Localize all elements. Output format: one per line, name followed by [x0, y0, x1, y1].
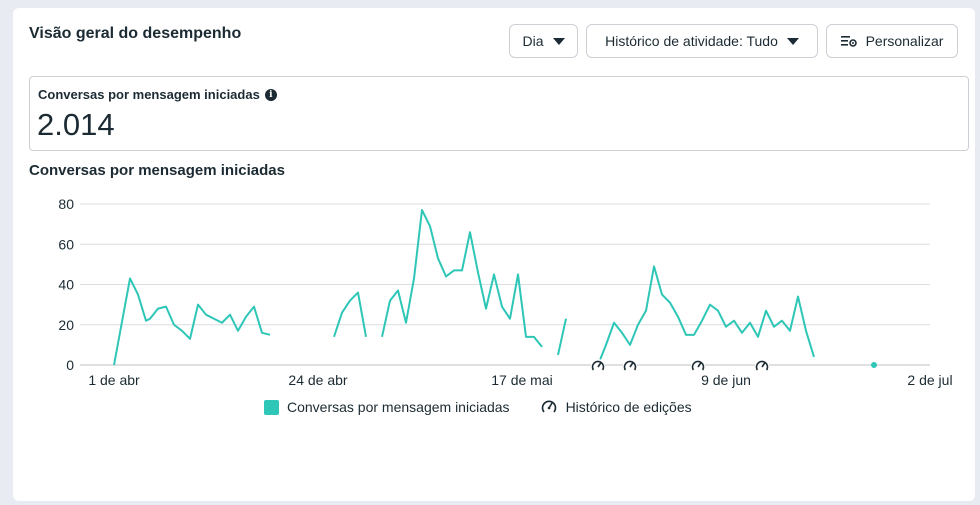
customize-label: Personalizar — [865, 33, 944, 49]
activity-history-dropdown[interactable]: Histórico de atividade: Tudo — [586, 24, 818, 58]
y-tick-label: 40 — [58, 277, 74, 293]
caret-down-icon — [786, 37, 799, 45]
performance-card — [13, 8, 975, 501]
customize-icon — [840, 36, 857, 47]
edit-history-marker[interactable] — [691, 359, 705, 373]
y-tick-label: 20 — [58, 317, 74, 333]
chart-legend: Conversas por mensagem iniciadas Históri… — [264, 398, 692, 416]
y-tick-label: 80 — [58, 196, 74, 212]
page-title: Visão geral do desempenho — [29, 25, 242, 42]
series-line-segment — [113, 277, 271, 366]
legend-item-series[interactable]: Conversas por mensagem iniciadas — [264, 399, 510, 415]
day-dropdown[interactable]: Dia — [509, 24, 578, 58]
x-tick-label: 17 de mai — [491, 372, 552, 388]
day-dropdown-label: Dia — [522, 33, 544, 49]
metric-label-row: Conversas por mensagem iniciadas i — [38, 87, 277, 102]
y-tick-label: 60 — [58, 236, 74, 252]
metric-value: 2.014 — [37, 107, 115, 142]
series-line-segment — [333, 291, 367, 338]
customize-button[interactable]: Personalizar — [826, 24, 958, 58]
series-swatch — [264, 399, 279, 415]
edit-history-icon — [541, 400, 556, 413]
y-tick-label: 0 — [66, 357, 74, 373]
activity-history-label: Histórico de atividade: Tudo — [605, 33, 778, 49]
legend-item-edits[interactable]: Histórico de edições — [540, 398, 692, 416]
edit-history-marker[interactable] — [623, 359, 637, 373]
edit-history-marker[interactable] — [755, 359, 769, 373]
edit-history-marker[interactable] — [591, 359, 605, 373]
series-line-segment — [557, 318, 567, 356]
caret-down-icon — [552, 37, 565, 45]
chart-title: Conversas por mensagem iniciadas — [29, 162, 285, 179]
series-line-segment — [597, 265, 815, 366]
info-icon[interactable]: i — [264, 88, 277, 101]
x-tick-label: 1 de abr — [88, 372, 140, 388]
legend-edits-label: Histórico de edições — [565, 399, 692, 415]
x-tick-label: 9 de jun — [701, 372, 751, 388]
metric-summary-box: Conversas por mensagem iniciadas i 2.014 — [29, 76, 969, 151]
x-tick-label: 24 de abr — [288, 372, 347, 388]
metric-label: Conversas por mensagem iniciadas — [38, 87, 260, 102]
series-line-segment — [381, 209, 543, 348]
legend-series-label: Conversas por mensagem iniciadas — [287, 399, 510, 415]
x-tick-label: 2 de jul — [907, 372, 952, 388]
data-point[interactable] — [871, 362, 877, 368]
